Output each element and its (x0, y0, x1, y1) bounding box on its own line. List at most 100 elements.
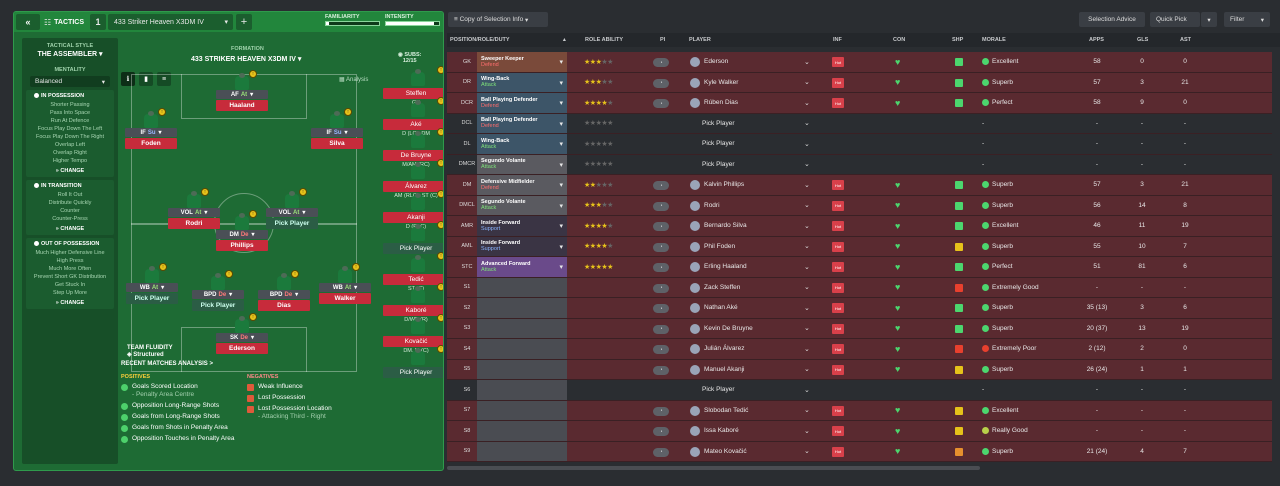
player-name-button[interactable]: Rodri (168, 218, 220, 229)
mentality-dropdown[interactable]: Balanced ▾ (30, 76, 110, 87)
role-duty-dropdown[interactable]: Ball Playing Defender Defend ▾ (477, 113, 567, 133)
role-duty-button[interactable]: IF Su ▾ (125, 128, 177, 137)
chevron-down-icon[interactable]: ⌄ (804, 366, 810, 374)
role-duty-button[interactable]: DM De ▾ (216, 230, 268, 239)
player-shirt-af[interactable] (235, 73, 249, 90)
player-tag-wbl[interactable]: WB At ▾ Pick Player (126, 283, 178, 304)
sub-shirt[interactable] (411, 348, 425, 365)
quick-pick-dropdown[interactable]: ▾ (1201, 12, 1217, 27)
change-oop-button[interactable]: » CHANGE (55, 300, 85, 306)
chevron-down-icon[interactable]: ⌄ (804, 345, 810, 353)
player-instructions-toggle[interactable]: ◔ (653, 406, 669, 416)
player-tag-bpdr[interactable]: BPD De ▾ Dias (258, 290, 310, 311)
selection-advice-button[interactable]: Selection Advice (1079, 12, 1145, 27)
player-shirt-wbr[interactable] (338, 266, 352, 283)
table-row[interactable]: DM Defensive Midfielder Defend ▾ ★ ★ ★ ★ ★ ◔ Kalvi… (447, 175, 1272, 196)
table-row[interactable]: S8 ◔ Issa Kaboré ⌄ Hot ♥ Really Good - - - (447, 421, 1272, 442)
player-shirt-dm[interactable] (235, 213, 249, 230)
pick-player-dropdown[interactable]: Pick Player (702, 155, 812, 175)
table-row[interactable]: AML Inside Forward Support ▾ ★ ★ ★ ★ ★ ◔ Phil Fode… (447, 236, 1272, 257)
player-name[interactable]: Ederson (704, 58, 729, 66)
col-apps[interactable]: APPS (1089, 37, 1104, 43)
pick-player-dropdown[interactable]: Pick Player (702, 380, 812, 400)
table-row[interactable]: S6 Pick Player ⌄ - - - - (447, 380, 1272, 401)
col-player[interactable]: PLAYER (689, 37, 711, 43)
player-name[interactable]: Julián Álvarez (704, 345, 745, 353)
filter-button[interactable]: Filter ▾ (1224, 12, 1270, 27)
chevron-down-icon[interactable]: ⌄ (804, 120, 810, 128)
role-duty-dropdown[interactable]: Ball Playing Defender Defend ▾ (477, 93, 567, 113)
sub-shirt[interactable] (411, 317, 425, 334)
role-duty-dropdown[interactable]: Segundo Volante Attack ▾ (477, 154, 567, 174)
table-row[interactable]: S4 ◔ Julián Álvarez ⌄ Hot ♥ Extremely Poor 2 (1… (447, 339, 1272, 360)
col-shp[interactable]: SHP (952, 37, 964, 43)
player-tag-bpdl[interactable]: BPD De ▾ Pick Player (192, 290, 244, 311)
player-name[interactable]: Nathan Aké (704, 304, 738, 312)
table-row[interactable]: AMR Inside Forward Support ▾ ★ ★ ★ ★ ★ ◔ Bernardo … (447, 216, 1272, 237)
role-duty-dropdown[interactable]: Inside Forward Support ▾ (477, 216, 567, 236)
player-tag-sk[interactable]: SK De ▾ Ederson (216, 333, 268, 354)
player-tag-ifl[interactable]: IF Su ▾ Foden (125, 128, 177, 149)
table-row[interactable]: DL Wing-Back Attack ▾ ★ ★ ★ ★ ★ Pick Player ⌄ - - - - (447, 134, 1272, 155)
col-gls[interactable]: GLS (1137, 37, 1149, 43)
player-shirt-voll[interactable] (187, 191, 201, 208)
chevron-down-icon[interactable]: ⌄ (804, 79, 810, 87)
player-instructions-toggle[interactable]: ◔ (653, 201, 669, 211)
role-duty-dropdown[interactable]: Inside Forward Support ▾ (477, 236, 567, 256)
player-instructions-toggle[interactable]: ◔ (653, 99, 669, 108)
chevron-down-icon[interactable]: ⌄ (804, 263, 810, 271)
chevron-down-icon[interactable]: ⌄ (804, 386, 810, 394)
player-shirt-ifr[interactable] (330, 111, 344, 128)
player-tag-ifr[interactable]: IF Su ▾ Silva (311, 128, 363, 149)
sub-name[interactable]: Aké (383, 119, 443, 130)
player-name[interactable]: Kevin De Bruyne (704, 324, 753, 332)
role-duty-button[interactable]: SK De ▾ (216, 333, 268, 342)
sub-slot[interactable]: Pick Player (383, 367, 443, 379)
player-shirt-wbl[interactable] (145, 266, 159, 283)
chevron-down-icon[interactable]: ⌄ (804, 304, 810, 312)
player-shirt-bpdl[interactable] (211, 273, 225, 290)
player-name[interactable]: Bernardo Silva (704, 222, 747, 230)
sub-shirt[interactable] (411, 100, 425, 117)
chevron-down-icon[interactable]: ⌄ (804, 140, 810, 148)
table-row[interactable]: DCR Ball Playing Defender Defend ▾ ★ ★ ★ ★ ★ ◔ Rúb… (447, 93, 1272, 114)
player-instructions-toggle[interactable]: ◔ (653, 304, 669, 313)
player-instructions-toggle[interactable]: ◔ (653, 427, 669, 436)
col-morale[interactable]: MORALE (982, 37, 1006, 43)
quick-pick-button[interactable]: Quick Pick (1150, 12, 1200, 27)
horizontal-scrollbar[interactable] (447, 466, 980, 470)
recent-analysis-title[interactable]: RECENT MATCHES ANALYSIS > (121, 361, 213, 367)
player-shirt-bpdr[interactable] (277, 273, 291, 290)
table-row[interactable]: S3 ◔ Kevin De Bruyne ⌄ Hot ♥ Superb 20 (37) 13 19 (447, 318, 1272, 339)
stats-view-button[interactable]: ▮ (139, 72, 153, 86)
chevron-down-icon[interactable]: ⌄ (804, 325, 810, 333)
col-ast[interactable]: AST (1180, 37, 1191, 43)
player-name[interactable]: Kyle Walker (704, 78, 739, 86)
player-instructions-toggle[interactable]: ◔ (653, 324, 669, 334)
chevron-down-icon[interactable]: ⌄ (804, 284, 810, 292)
col-position[interactable]: POSITION/ROLE/DUTY (450, 37, 510, 43)
role-duty-button[interactable]: VOL At ▾ (168, 208, 220, 217)
table-row[interactable]: S5 ◔ Manuel Akanji ⌄ Hot ♥ Superb 26 (24) 1 1 (447, 359, 1272, 380)
player-name[interactable]: Zack Steffen (704, 283, 741, 291)
sub-name[interactable]: Pick Player (383, 243, 443, 254)
view-dropdown[interactable]: ≡ Copy of Selection Info ▾ (448, 12, 548, 27)
player-name-button[interactable]: Haaland (216, 100, 268, 111)
sub-name[interactable]: Kovačić (383, 336, 443, 347)
role-duty-button[interactable]: WB At ▾ (126, 283, 178, 292)
change-possession-button[interactable]: » CHANGE (55, 168, 85, 174)
role-duty-dropdown[interactable]: Advanced Forward Attack ▾ (477, 257, 567, 277)
list-view-button[interactable]: ≡ (157, 72, 171, 86)
player-instructions-toggle[interactable]: ◔ (653, 78, 669, 88)
player-name-button[interactable]: Pick Player (192, 300, 244, 311)
table-row[interactable]: STC Advanced Forward Attack ▾ ★ ★ ★ ★ ★ ◔ Erling H… (447, 257, 1272, 278)
player-name[interactable]: Rúben Dias (704, 99, 738, 107)
player-shirt-volr[interactable] (285, 191, 299, 208)
role-duty-dropdown[interactable]: Sweeper Keeper Defend ▾ (477, 52, 567, 72)
table-row[interactable]: DCL Ball Playing Defender Defend ▾ ★ ★ ★ ★ ★ Pick… (447, 113, 1272, 134)
table-row[interactable]: GK Sweeper Keeper Defend ▾ ★ ★ ★ ★ ★ ◔ Ederson ⌄ Hot… (447, 52, 1272, 73)
sub-shirt[interactable] (411, 131, 425, 148)
sub-name[interactable]: Kaboré (383, 305, 443, 316)
chevron-down-icon[interactable]: ⌄ (804, 222, 810, 230)
chevron-down-icon[interactable]: ⌄ (804, 448, 810, 456)
